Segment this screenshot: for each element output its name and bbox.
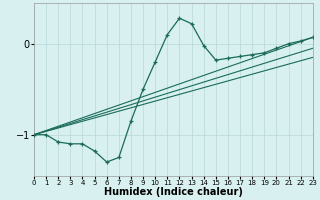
X-axis label: Humidex (Indice chaleur): Humidex (Indice chaleur) [104,187,243,197]
